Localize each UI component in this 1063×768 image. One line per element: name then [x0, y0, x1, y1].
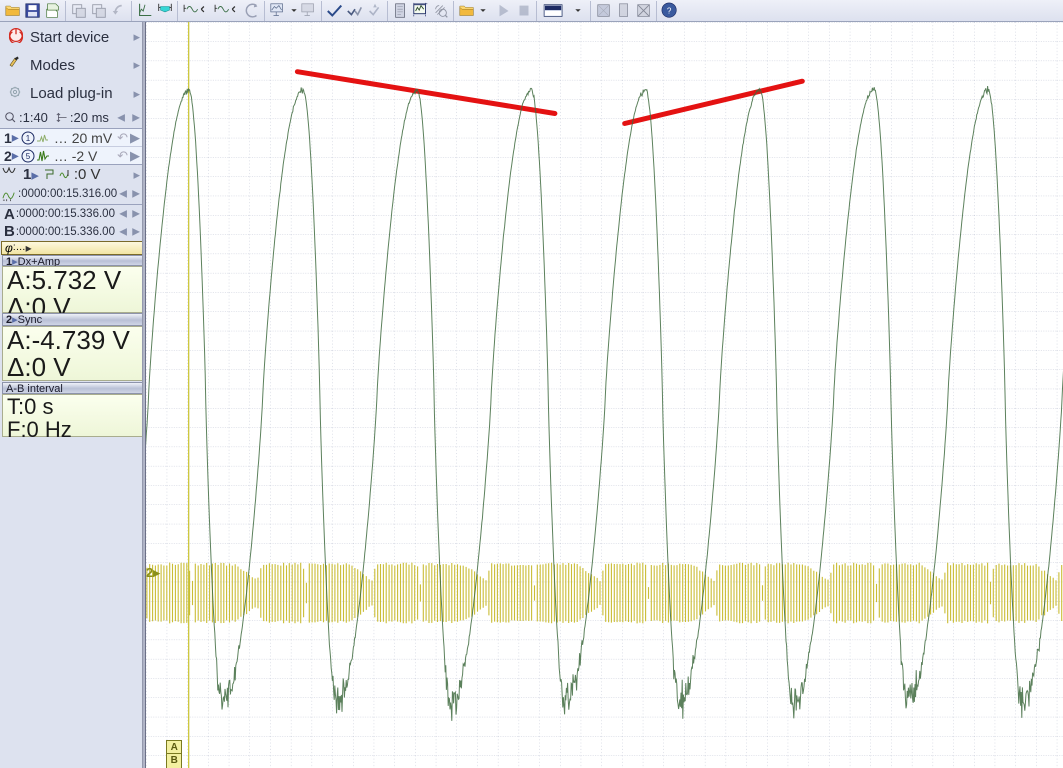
- svg-text:?: ?: [667, 7, 672, 16]
- svg-text:1: 1: [26, 134, 31, 143]
- svg-text:5: 5: [26, 152, 31, 161]
